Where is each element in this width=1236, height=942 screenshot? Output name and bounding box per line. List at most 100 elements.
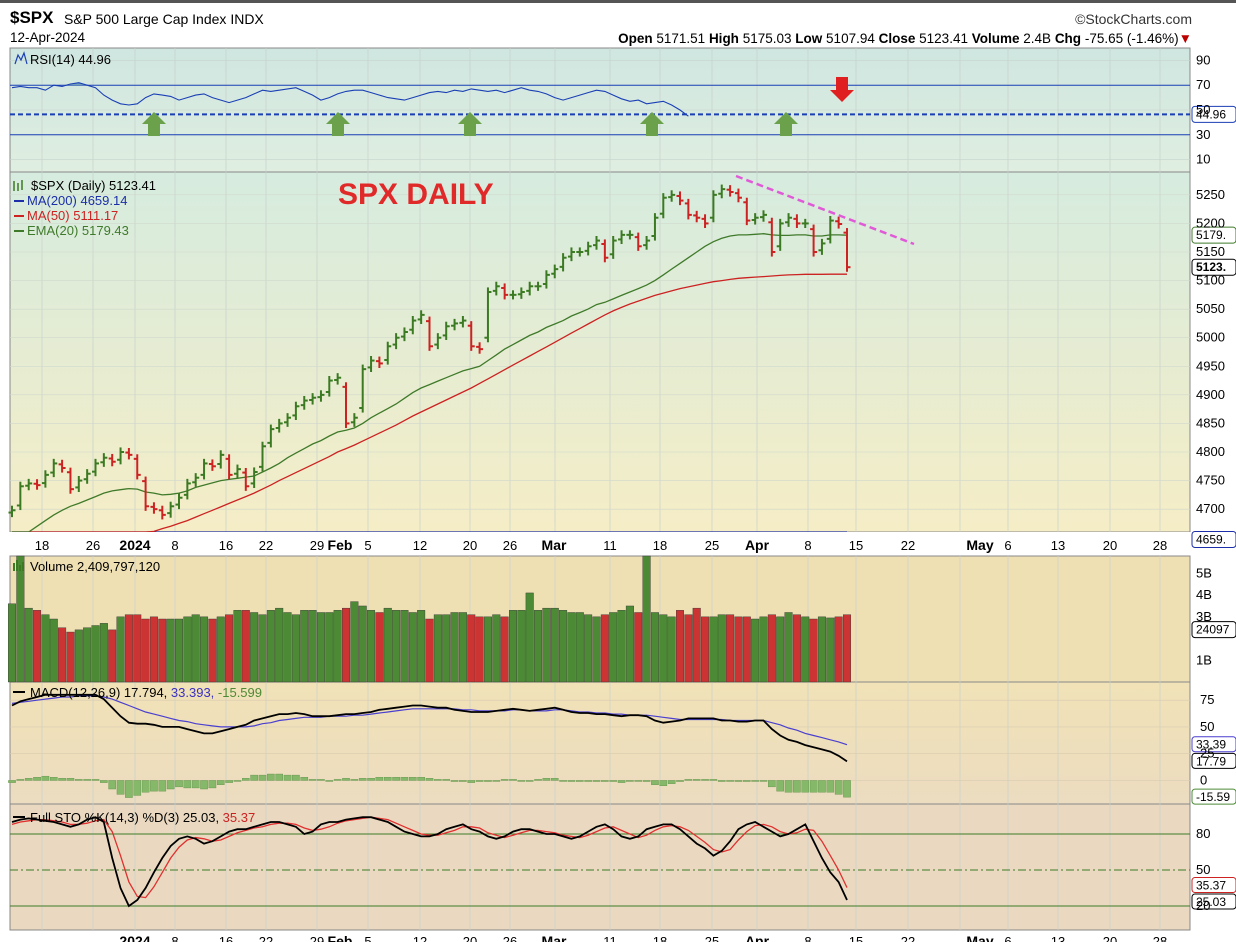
- macd-histogram-bar: [567, 780, 576, 782]
- volume-bar: [392, 610, 401, 683]
- macd-signal-line: [11, 695, 848, 746]
- price-x-tick: 5: [364, 538, 371, 553]
- volume-bar: [275, 607, 284, 683]
- close-value: 5123.41: [919, 31, 968, 46]
- price-x-tick: 26: [503, 538, 517, 553]
- price-x-tick: 20: [463, 538, 477, 553]
- price-y-tick: 5000: [1196, 330, 1225, 345]
- price-legend-entry: MA(50) 5111.17: [27, 208, 118, 223]
- macd-histogram-bar: [784, 780, 793, 793]
- price-x-tick: 6: [1004, 538, 1011, 553]
- rsi-line: [11, 82, 689, 117]
- macd-histogram-bar: [609, 780, 617, 782]
- sto-value-tag-box: [1191, 877, 1236, 894]
- volume-bar: [83, 627, 92, 683]
- macd-histogram-bar: [651, 780, 659, 785]
- macd-histogram-bar: [659, 780, 668, 787]
- price-x-tick: 12: [413, 538, 427, 553]
- rsi-panel: RSI(14) 44.96 44.96: [10, 51, 1236, 136]
- macd-histogram-bar: [308, 779, 317, 781]
- rsi-y-tick: 90: [1196, 52, 1210, 67]
- macd-histogram-bar: [100, 780, 108, 783]
- volume-bar: [634, 612, 643, 683]
- macd-histogram-bar: [584, 780, 592, 782]
- macd-histogram-bar: [801, 780, 810, 793]
- sto-x-tick: Feb: [328, 933, 353, 942]
- sto-y-tick: 80: [1196, 826, 1210, 841]
- volume-bar: [216, 616, 225, 683]
- volume-bar: [133, 614, 142, 683]
- macd-histogram-bar: [809, 780, 818, 793]
- volume-bar: [41, 614, 50, 683]
- macd-histogram-bar: [768, 780, 776, 788]
- macd-histogram-bar: [634, 780, 643, 782]
- volume-bar: [517, 610, 526, 683]
- sto-x-tick: Apr: [745, 933, 770, 942]
- ticker-description: S&P 500 Large Cap Index INDX: [64, 11, 264, 27]
- volume-bar: [642, 555, 651, 683]
- volume-bar: [124, 614, 133, 683]
- volume-value-tag: 24097: [1196, 623, 1230, 637]
- macd-histogram-bar: [793, 780, 801, 793]
- macd-histogram-bar: [834, 780, 843, 795]
- price-ema20-line: [12, 233, 848, 533]
- brand-link[interactable]: ©StockCharts.com: [1075, 11, 1192, 27]
- copyright-icon: ©: [1075, 11, 1086, 27]
- sto-x-tick: 8: [171, 934, 178, 942]
- macd-histogram-bar: [475, 780, 484, 782]
- volume-bar: [792, 614, 801, 683]
- sto-x-tick: 25: [705, 934, 719, 942]
- macd-histogram-bar: [383, 777, 392, 781]
- macd-histogram-bar: [450, 780, 459, 782]
- high-value: 5175.03: [742, 31, 792, 46]
- macd-histogram-bar: [83, 779, 91, 781]
- chart-date: 12-Apr-2024: [10, 30, 86, 45]
- volume-bar: [650, 612, 659, 683]
- price-x-tick: 22: [901, 538, 915, 553]
- up-arrow-icon: [326, 112, 350, 136]
- sto-x-tick: 2024: [119, 933, 150, 942]
- macd-histogram-bar: [16, 779, 25, 781]
- sto-x-tick: 12: [413, 934, 427, 942]
- ticker-symbol: $SPX: [10, 8, 54, 27]
- price-x-tick: 11: [603, 538, 617, 553]
- sto-value-tag: 25.03: [1196, 895, 1226, 909]
- volume-bar: [550, 607, 559, 683]
- macd-histogram-bar: [183, 780, 192, 789]
- volume-bar: [834, 616, 843, 683]
- volume-bar: [559, 610, 568, 683]
- volume-bar: [534, 610, 543, 683]
- volume-bar: [509, 610, 518, 683]
- volume-bar: [709, 616, 718, 683]
- macd-histogram-bar: [392, 777, 400, 781]
- volume-bar: [417, 610, 426, 683]
- volume-bar: [300, 610, 309, 683]
- volume-bar: [308, 610, 317, 683]
- volume-bar: [283, 612, 292, 683]
- macd-value-tag-box: [1191, 752, 1236, 769]
- sto-k-line: [11, 816, 848, 908]
- price-x-tick: Apr: [745, 537, 770, 553]
- sto-x-tick: Mar: [542, 933, 567, 942]
- macd-histogram-bar: [826, 780, 835, 793]
- sto-y-tick: 50: [1196, 862, 1210, 877]
- macd-histogram-bar: [292, 774, 300, 781]
- price-x-tick: 28: [1153, 538, 1167, 553]
- volume-bar: [843, 614, 852, 683]
- price-x-tick: 26: [86, 538, 100, 553]
- macd-histogram-bar: [626, 780, 634, 782]
- volume-bar: [225, 614, 234, 683]
- volume-bar: [500, 616, 509, 683]
- open-value: 5171.51: [656, 31, 706, 46]
- macd-value-tag: -15.59: [1196, 790, 1230, 804]
- macd-histogram-bar: [726, 780, 734, 782]
- macd-histogram-bar: [709, 779, 718, 781]
- volume-bar: [316, 612, 325, 683]
- sto-x-tick: 22: [259, 934, 273, 942]
- volume-bar: [784, 612, 793, 683]
- sto-x-tick: 26: [503, 934, 517, 942]
- macd-histogram-bar: [759, 780, 768, 782]
- macd-histogram-bar: [684, 779, 693, 781]
- volume-bar: [442, 614, 451, 683]
